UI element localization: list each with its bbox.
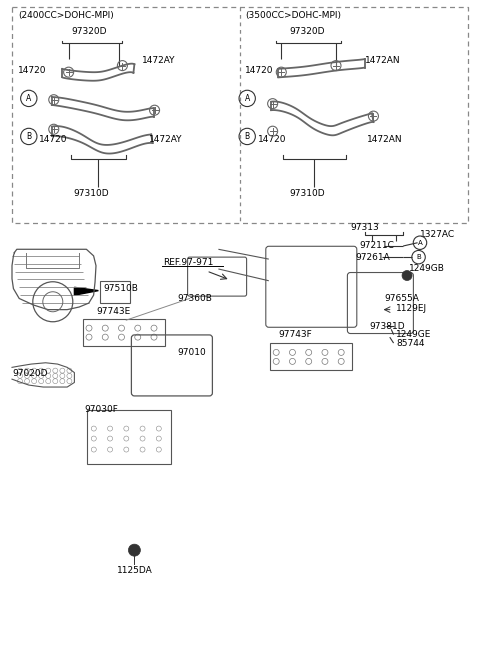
Text: 1327AC: 1327AC [420, 230, 455, 239]
Text: B: B [245, 132, 250, 141]
Text: 85744: 85744 [396, 338, 424, 348]
Text: A: A [26, 94, 31, 103]
Text: 97030F: 97030F [84, 405, 118, 415]
Text: 1472AY: 1472AY [142, 56, 175, 65]
Text: 97313: 97313 [350, 223, 379, 232]
Text: 97211C: 97211C [359, 241, 394, 251]
Text: 1249GB: 1249GB [409, 264, 445, 274]
Text: 97360B: 97360B [178, 294, 213, 303]
Text: 97655A: 97655A [384, 294, 419, 303]
Text: 97310D: 97310D [73, 189, 109, 198]
Circle shape [129, 544, 140, 556]
Text: 97320D: 97320D [71, 27, 107, 36]
Text: REF.97-971: REF.97-971 [163, 258, 214, 267]
Text: 97743E: 97743E [96, 307, 130, 316]
Text: 1125DA: 1125DA [117, 566, 152, 575]
Text: 1472AN: 1472AN [365, 56, 400, 65]
Text: 97381D: 97381D [370, 321, 405, 331]
Text: B: B [26, 132, 31, 141]
Text: 1472AY: 1472AY [149, 135, 182, 144]
Text: B: B [416, 254, 421, 260]
Text: 97320D: 97320D [289, 27, 325, 36]
Text: 14720: 14720 [39, 135, 68, 144]
Text: A: A [418, 239, 422, 246]
Text: 97020D: 97020D [12, 369, 48, 379]
Text: 14720: 14720 [18, 66, 47, 75]
Text: 97261A: 97261A [355, 253, 390, 262]
Circle shape [402, 270, 412, 281]
Text: 97743F: 97743F [278, 330, 312, 339]
Text: 97510B: 97510B [103, 284, 138, 293]
Text: 97010: 97010 [178, 348, 206, 358]
Text: 1472AN: 1472AN [367, 135, 403, 144]
Text: 97310D: 97310D [289, 189, 325, 198]
Polygon shape [74, 287, 98, 295]
Text: 14720: 14720 [245, 66, 273, 75]
Text: 14720: 14720 [258, 135, 286, 144]
Text: A: A [245, 94, 250, 103]
Text: 1129EJ: 1129EJ [396, 304, 427, 313]
Text: (2400CC>DOHC-MPI): (2400CC>DOHC-MPI) [18, 10, 114, 20]
Text: (3500CC>DOHC-MPI): (3500CC>DOHC-MPI) [245, 10, 341, 20]
Text: 1249GE: 1249GE [396, 330, 432, 339]
